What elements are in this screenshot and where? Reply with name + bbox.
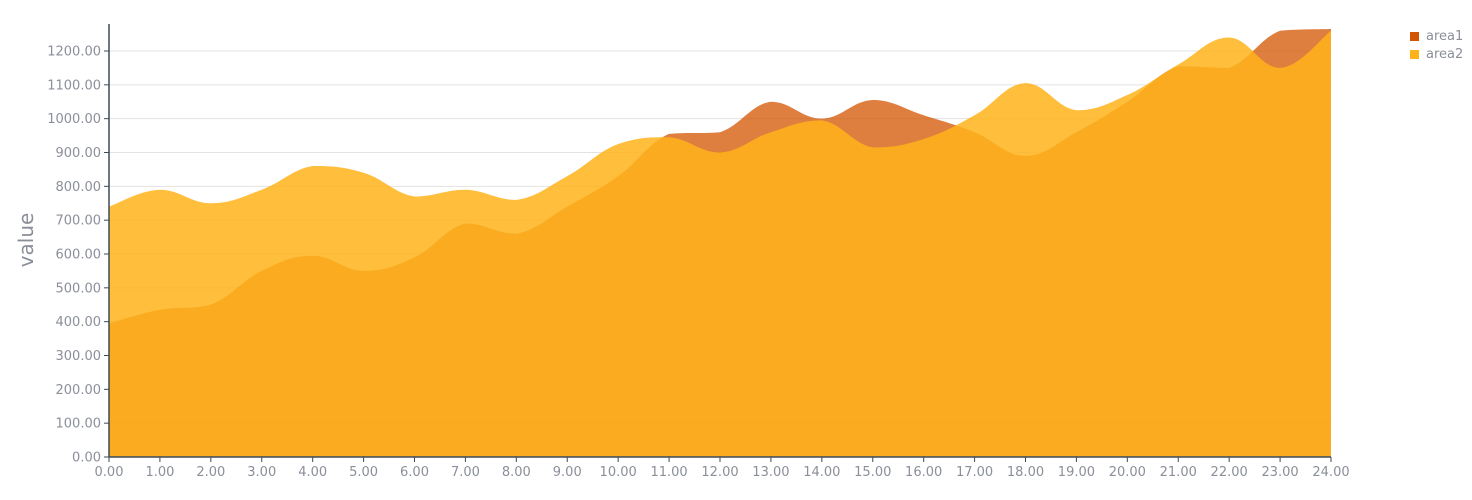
y-tick-label: 0.00 xyxy=(72,451,101,466)
x-tick-label: 5.00 xyxy=(349,465,378,480)
legend-item-area2[interactable]: area2 xyxy=(1410,47,1463,62)
y-tick-label: 600.00 xyxy=(56,248,102,263)
y-tick-label: 800.00 xyxy=(56,180,102,195)
x-tick-label: 15.00 xyxy=(854,465,891,480)
x-tick-label: 23.00 xyxy=(1261,465,1298,480)
area-series-layer xyxy=(109,29,1331,458)
legend-swatch xyxy=(1410,50,1419,59)
x-tick-label: 19.00 xyxy=(1058,465,1095,480)
x-axis-ticks: 0.00 1.00 2.00 3.00 4.00 5.00 6.00 7.00 8.00 9.00… xyxy=(95,457,1350,480)
x-tick-label: 1.00 xyxy=(145,465,174,480)
x-tick-label: 0.00 xyxy=(95,465,124,480)
y-axis-title: value xyxy=(14,213,38,268)
y-tick-label: 1100.00 xyxy=(47,78,101,93)
x-tick-label: 4.00 xyxy=(298,465,327,480)
x-tick-label: 6.00 xyxy=(400,465,429,480)
legend-swatch xyxy=(1410,32,1419,41)
x-tick-label: 21.00 xyxy=(1160,465,1197,480)
x-tick-label: 9.00 xyxy=(553,465,582,480)
x-tick-label: 7.00 xyxy=(451,465,480,480)
x-tick-label: 10.00 xyxy=(600,465,637,480)
x-tick-label: 13.00 xyxy=(752,465,789,480)
legend-label: area2 xyxy=(1426,47,1463,62)
y-tick-label: 300.00 xyxy=(56,349,102,364)
y-tick-label: 400.00 xyxy=(56,315,102,330)
legend[interactable]: area1 area2 xyxy=(1410,29,1463,62)
area-area2 xyxy=(109,30,1331,457)
x-tick-label: 18.00 xyxy=(1007,465,1044,480)
x-tick-label: 14.00 xyxy=(803,465,840,480)
y-tick-label: 200.00 xyxy=(56,383,102,398)
y-tick-label: 700.00 xyxy=(56,214,102,229)
y-tick-label: 100.00 xyxy=(56,417,102,432)
y-axis-ticks: 0.00 100.00 200.00 300.00 400.00 500.00 600.00… xyxy=(47,45,109,466)
legend-item-area1[interactable]: area1 xyxy=(1410,29,1463,44)
x-tick-label: 22.00 xyxy=(1211,465,1248,480)
y-tick-label: 500.00 xyxy=(56,281,102,296)
x-tick-label: 3.00 xyxy=(247,465,276,480)
x-tick-label: 2.00 xyxy=(196,465,225,480)
x-tick-label: 20.00 xyxy=(1109,465,1146,480)
legend-label: area1 xyxy=(1426,29,1463,44)
x-tick-label: 17.00 xyxy=(956,465,993,480)
y-tick-label: 900.00 xyxy=(56,146,102,161)
x-tick-label: 24.00 xyxy=(1312,465,1349,480)
y-tick-label: 1200.00 xyxy=(47,45,101,60)
x-tick-label: 11.00 xyxy=(650,465,687,480)
x-tick-label: 16.00 xyxy=(905,465,942,480)
y-tick-label: 1000.00 xyxy=(47,112,101,127)
x-tick-label: 12.00 xyxy=(701,465,738,480)
x-tick-label: 8.00 xyxy=(502,465,531,480)
